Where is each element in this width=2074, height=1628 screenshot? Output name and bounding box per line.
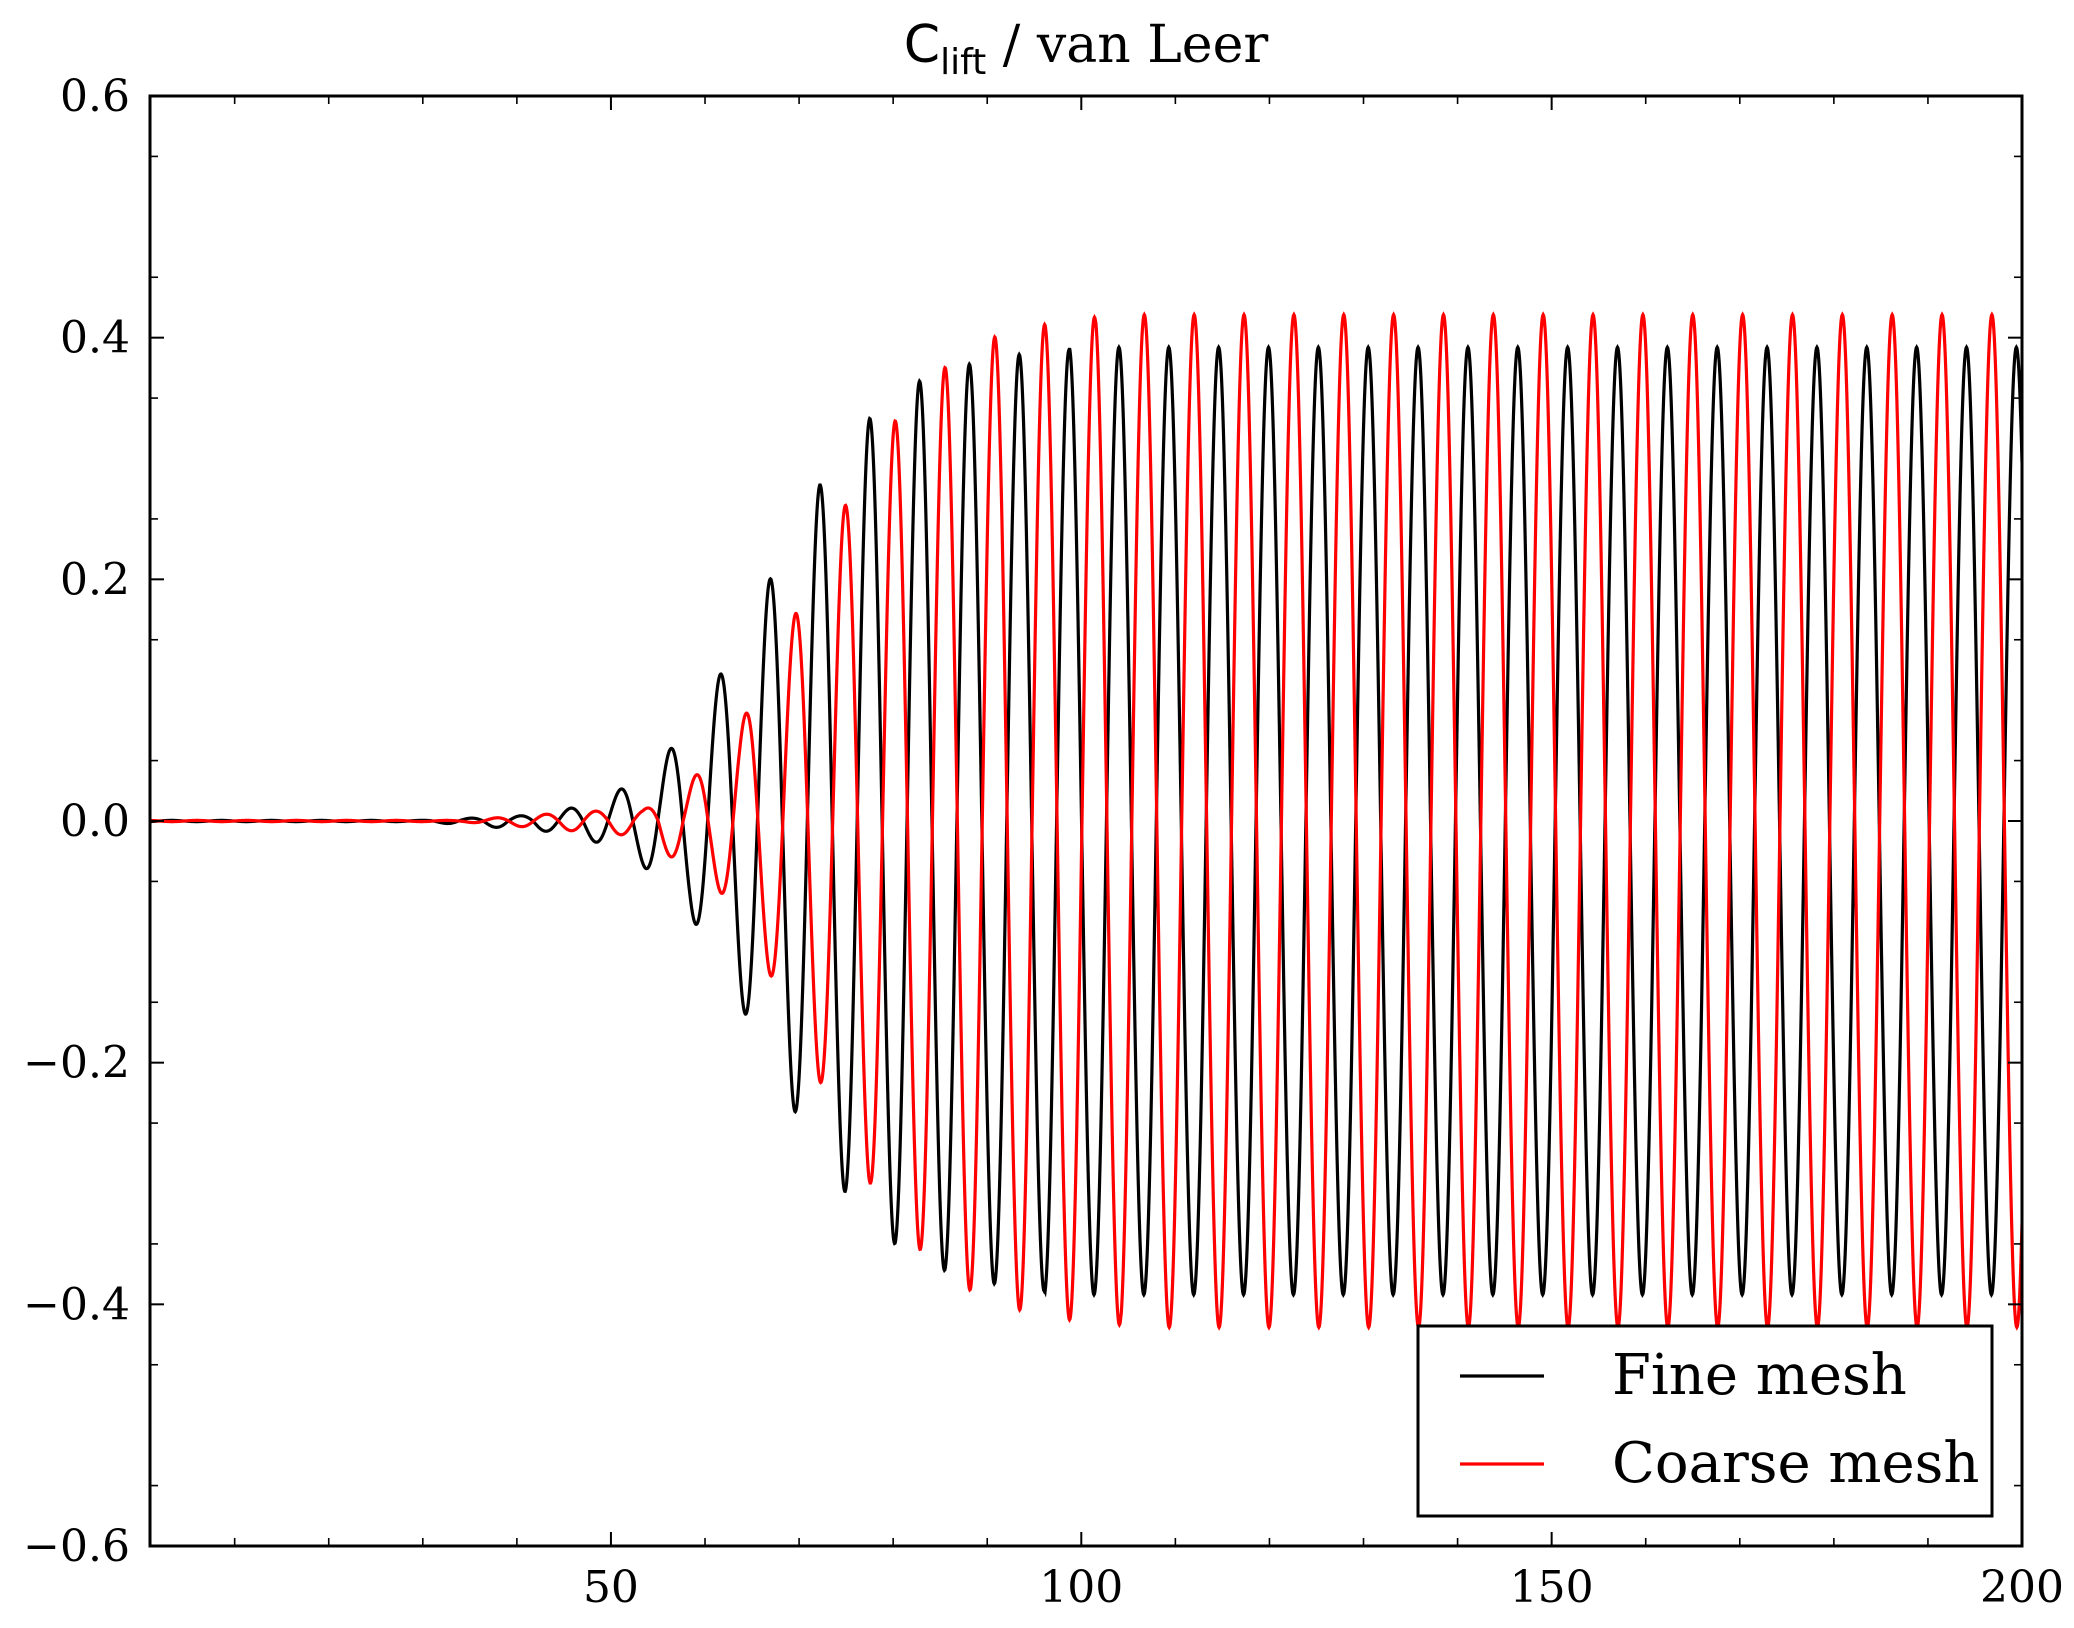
chart-title-rest: / van Leer [986, 15, 1268, 75]
x-tick-label: 200 [1980, 1562, 2064, 1613]
x-tick-label: 100 [1039, 1562, 1123, 1613]
chart-title-subscript: lift [940, 42, 986, 83]
y-tick-label: 0.0 [60, 796, 130, 847]
y-tick-label: −0.6 [23, 1521, 130, 1572]
ticks-layer: 50 100 150 200 −0.6 −0.4 −0.2 0.0 0.2 0.4 0.6 [23, 71, 2064, 1613]
legend-box [1416, 1324, 1994, 1518]
y-tick-label: −0.4 [23, 1279, 130, 1330]
legend-label-coarse-mesh: Coarse mesh [1612, 1431, 1979, 1496]
y-tick-label: −0.2 [23, 1038, 130, 1089]
x-tick-label: 50 [583, 1562, 639, 1613]
chart-title: Clift / van Leer [904, 15, 1269, 83]
series-layer [150, 311, 2022, 1331]
y-tick-label: 0.4 [60, 313, 130, 364]
y-tick-label: 0.2 [60, 554, 130, 605]
plot-area-frame [148, 94, 2024, 1548]
y-tick-label: 0.6 [60, 71, 130, 122]
series-line-coarse-mesh [150, 311, 2022, 1331]
chart-title-symbol: C [904, 15, 940, 75]
legend-label-fine-mesh: Fine mesh [1612, 1343, 1907, 1408]
x-tick-label: 150 [1510, 1562, 1594, 1613]
legend: Fine mesh Coarse mesh [1416, 1324, 1994, 1518]
